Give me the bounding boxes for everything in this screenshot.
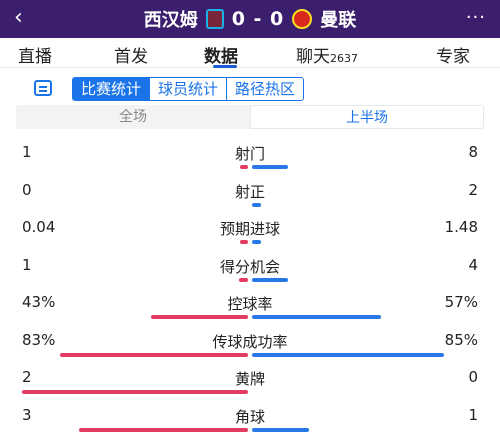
home-stat-bar <box>22 390 248 394</box>
away-team-crest-icon <box>292 9 313 29</box>
document-icon[interactable] <box>34 80 52 96</box>
score: 0 - 0 <box>231 8 285 30</box>
stat-row: 83% 传球成功率 85% <box>0 331 500 368</box>
home-stat-bar <box>240 165 248 169</box>
stat-label: 角球 <box>234 407 265 426</box>
away-stat-value: 85% <box>444 330 478 349</box>
home-stat-bar <box>150 315 248 319</box>
period-first-half[interactable]: 上半场 <box>250 105 484 129</box>
stat-row: 1 射门 8 <box>0 143 500 180</box>
stat-row: 3 角球 1 <box>0 406 500 443</box>
home-stat-bar <box>60 352 248 357</box>
home-stat-value: 43% <box>22 293 56 311</box>
stat-label: 射门 <box>234 145 265 163</box>
away-stat-bar <box>252 165 289 169</box>
home-stat-bar <box>78 427 248 432</box>
away-stat-bar <box>252 277 289 282</box>
home-stat-value: 83% <box>22 330 56 349</box>
tab-live[interactable]: 直播 <box>18 47 52 67</box>
active-tab-indicator <box>213 65 237 68</box>
period-toggle: 全场 上半场 <box>16 105 484 129</box>
match-header: ‹ 西汉姆 0 - 0 曼联 ··· <box>0 0 500 38</box>
away-stat-value: 57% <box>444 293 478 311</box>
home-stat-value: 1 <box>22 143 32 161</box>
home-stat-value: 1 <box>22 255 32 274</box>
away-stat-bar <box>252 427 309 432</box>
tab-lineup[interactable]: 首发 <box>114 47 148 67</box>
stat-label: 黄牌 <box>234 370 265 388</box>
tab-bar: 直播 首发 数据 聊天2637 专家 <box>0 38 500 68</box>
home-stat-bar <box>240 240 248 244</box>
more-icon[interactable]: ··· <box>465 7 486 28</box>
segment-match-stats[interactable]: 比赛统计 <box>73 78 151 100</box>
back-icon[interactable]: ‹ <box>14 5 23 30</box>
away-stat-bar <box>252 352 445 357</box>
stat-row: 0.04 预期进球 1.48 <box>0 218 500 255</box>
away-stat-bar <box>252 202 262 207</box>
away-stat-value: 4 <box>468 255 478 274</box>
stat-row: 0 射正 2 <box>0 181 500 218</box>
away-stat-value: 0 <box>468 368 478 386</box>
away-stat-value: 1.48 <box>444 218 478 236</box>
home-team-name: 西汉姆 <box>143 10 198 31</box>
stat-row: 43% 控球率 57% <box>0 293 500 330</box>
chat-count: 2637 <box>330 52 358 65</box>
stat-label: 传球成功率 <box>212 332 288 351</box>
stat-label: 得分机会 <box>219 257 280 276</box>
away-stat-value: 2 <box>468 180 478 199</box>
home-team-crest-icon <box>205 9 224 29</box>
segment-heatmap[interactable]: 路径热区 <box>227 78 304 100</box>
home-stat-bar <box>238 277 248 282</box>
stats-segment-control: 比赛统计 球员统计 路径热区 <box>72 77 305 101</box>
away-stat-bar <box>252 315 381 319</box>
segment-player-stats[interactable]: 球员统计 <box>150 78 228 100</box>
away-team-name: 曼联 <box>320 10 357 31</box>
stat-label: 射正 <box>234 182 265 201</box>
stat-label: 控球率 <box>227 295 273 313</box>
home-stat-value: 0 <box>22 180 32 199</box>
stat-row: 2 黄牌 0 <box>0 368 500 405</box>
away-stat-value: 8 <box>468 143 478 161</box>
tab-chat[interactable]: 聊天2637 <box>296 42 358 67</box>
home-stat-value: 3 <box>22 405 32 424</box>
period-full-match[interactable]: 全场 <box>119 109 147 125</box>
tab-chat-label: 聊天 <box>296 47 330 67</box>
stat-label: 预期进球 <box>219 220 280 238</box>
away-stat-bar <box>252 240 262 244</box>
away-stat-value: 1 <box>468 405 478 424</box>
home-stat-value: 0.04 <box>22 218 56 236</box>
stat-row: 1 得分机会 4 <box>0 256 500 293</box>
match-scoreline: 西汉姆 0 - 0 曼联 <box>0 0 500 38</box>
home-stat-value: 2 <box>22 368 32 386</box>
tab-stats[interactable]: 数据 <box>204 47 238 67</box>
tab-expert[interactable]: 专家 <box>436 47 470 67</box>
